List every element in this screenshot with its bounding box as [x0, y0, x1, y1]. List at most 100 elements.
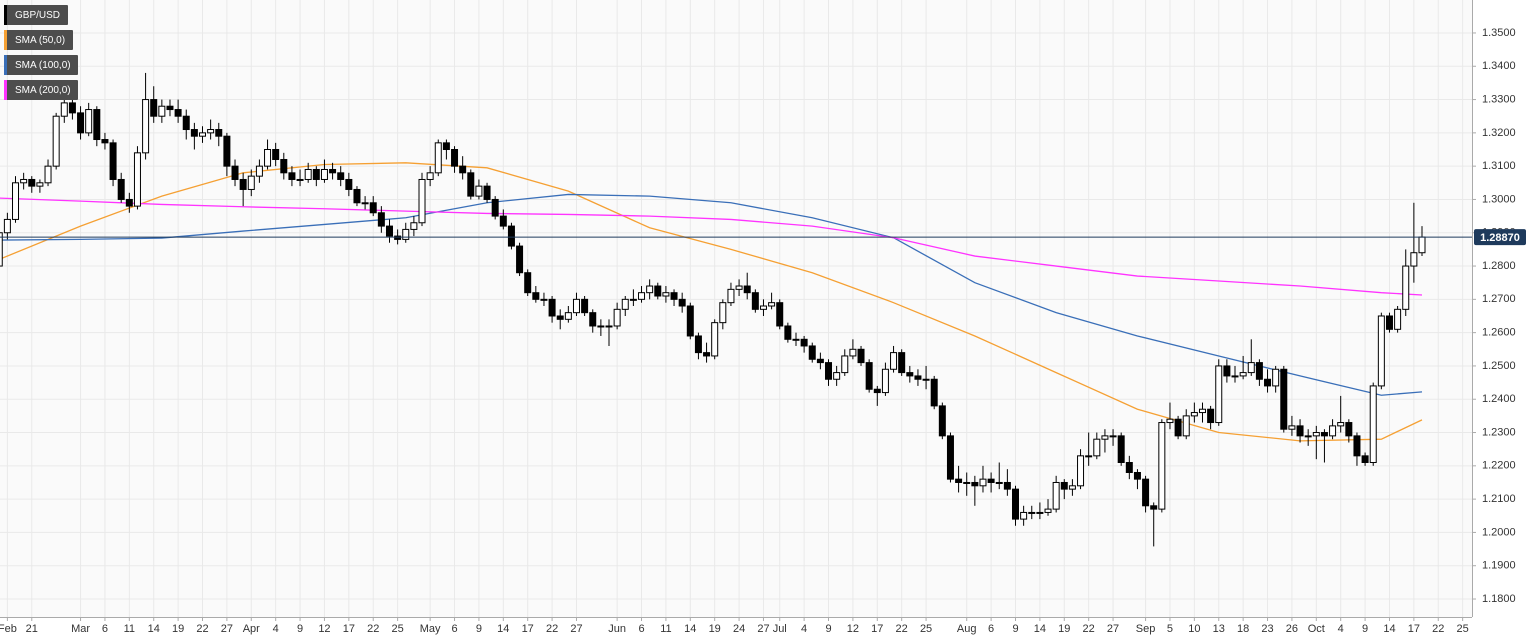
x-tick-label: 6 [102, 623, 108, 635]
candle-body [670, 292, 678, 300]
candle-body [686, 305, 694, 337]
candle-body [239, 178, 247, 190]
candle-body [199, 132, 206, 137]
candle-body [158, 105, 166, 117]
candle-body [483, 185, 491, 200]
candle-body [1402, 265, 1410, 310]
candle-body [1101, 435, 1109, 440]
candle-body [784, 325, 792, 340]
x-tick-label: 18 [1237, 623, 1249, 635]
candle-body [751, 292, 759, 310]
candle-body [1077, 455, 1085, 487]
candle-body [12, 182, 20, 220]
x-tick-label: Aug [957, 623, 977, 635]
plot-background [0, 0, 1472, 617]
candle-body [223, 135, 231, 167]
candle-body [914, 375, 922, 380]
y-tick-label: 1.2100 [1482, 493, 1516, 505]
y-tick-label: 1.3100 [1482, 160, 1516, 172]
candle-body [605, 325, 613, 328]
candle-body [77, 112, 85, 134]
y-tick-label: 1.2700 [1482, 293, 1516, 305]
y-tick-label: 1.2000 [1482, 526, 1516, 538]
legend-box [4, 80, 78, 100]
last-price-label: 1.28870 [1480, 232, 1520, 244]
candle-body [85, 109, 93, 134]
candle-body [1288, 425, 1296, 430]
y-tick-label: 1.2200 [1482, 460, 1516, 472]
candle-body [1353, 435, 1361, 457]
candle-body [678, 298, 686, 307]
candle-body [312, 168, 320, 180]
x-tick-label: 9 [825, 623, 831, 635]
candle-body [117, 178, 125, 200]
candle-body [1028, 511, 1036, 514]
y-tick-label: 1.3000 [1482, 193, 1516, 205]
x-tick-label: 22 [896, 623, 908, 635]
candle-body [1369, 385, 1377, 464]
x-tick-label: 12 [847, 623, 859, 635]
x-tick-label: 4 [1338, 623, 1344, 635]
candle-body [410, 222, 418, 230]
candle-body [743, 285, 751, 294]
candle-body [971, 481, 979, 487]
x-tick-label: 6 [988, 623, 994, 635]
x-tick-label: 22 [196, 623, 208, 635]
y-tick-label: 1.3300 [1482, 93, 1516, 105]
candle-body [621, 298, 629, 310]
x-tick-label: 22 [367, 623, 379, 635]
x-tick-label: 22 [1432, 623, 1444, 635]
legend-swatch [4, 30, 7, 50]
candle-body [442, 142, 450, 151]
candle-body [792, 338, 800, 341]
x-tick-label: 26 [1286, 623, 1298, 635]
x-tick-label: 17 [871, 623, 883, 635]
candle-body [1320, 432, 1328, 437]
legend-box [4, 5, 68, 25]
candle-body [280, 158, 288, 174]
last-price-box [1474, 229, 1526, 246]
candle-body [190, 129, 198, 137]
candle-body [329, 168, 337, 174]
candle-body [556, 315, 564, 320]
candle-body [345, 178, 353, 190]
y-tick-label: 1.3200 [1482, 127, 1516, 139]
candle-body [1085, 455, 1093, 458]
candle-body [101, 139, 109, 144]
candle-body [1117, 435, 1125, 464]
candle-body [182, 115, 190, 131]
candle-body [841, 355, 849, 374]
candle-body [255, 165, 263, 177]
x-tick-label: 9 [297, 623, 303, 635]
legend-swatch [4, 55, 7, 75]
candle-body [759, 305, 767, 310]
candle-body [816, 358, 824, 364]
candle-body [524, 272, 532, 294]
candle-body [1377, 315, 1385, 387]
candle-body [174, 109, 182, 117]
candle-body [873, 388, 881, 394]
candle-body [646, 285, 654, 294]
candle-body [865, 362, 873, 390]
candle-body [353, 188, 361, 204]
candle-body [385, 225, 393, 237]
candle-body [507, 225, 515, 247]
x-tick-label: 10 [1188, 623, 1200, 635]
candle-body [1207, 408, 1215, 424]
y-tick-label: 1.1900 [1482, 560, 1516, 572]
series [0, 72, 1472, 547]
candle-body [581, 298, 589, 314]
candle-body [1190, 412, 1198, 417]
candle-body [44, 165, 52, 184]
legend-label: GBP/USD [15, 10, 60, 21]
candle-body [629, 298, 637, 301]
candle-body [1003, 481, 1011, 490]
candle-body [52, 115, 60, 167]
candle-body [881, 368, 889, 394]
candle-body [1239, 372, 1247, 377]
candle-body [434, 142, 442, 174]
x-tick-label: 5 [1167, 623, 1173, 635]
x-tick-label: 9 [1362, 623, 1368, 635]
legend-label: SMA (200,0) [15, 85, 71, 96]
candle-body [1012, 488, 1019, 520]
